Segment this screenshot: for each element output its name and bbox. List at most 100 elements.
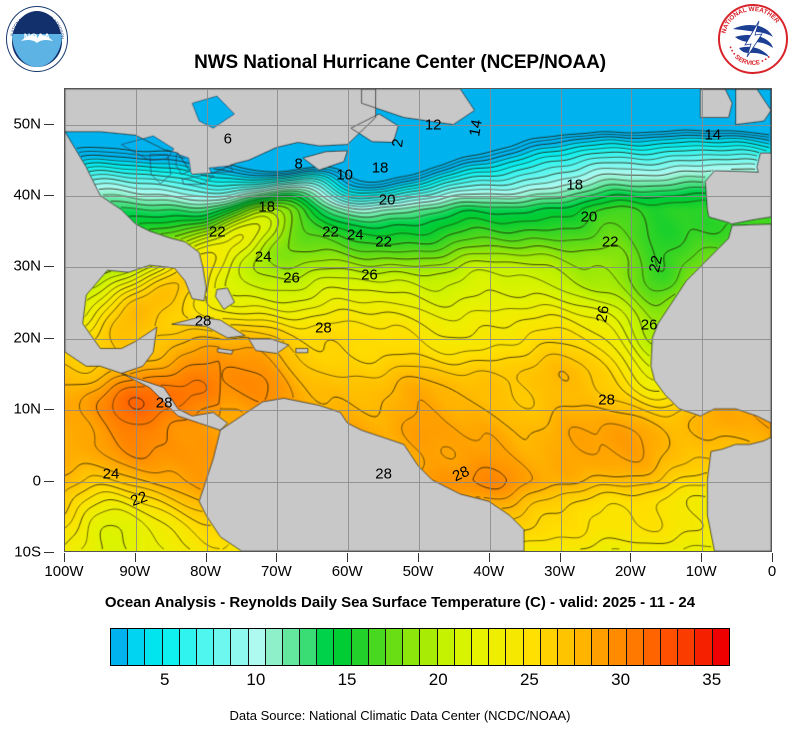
colorbar-segment xyxy=(643,629,661,665)
colorbar-segment xyxy=(162,629,180,665)
x-axis-label: 60W xyxy=(331,563,363,580)
colorbar-segment xyxy=(575,629,593,665)
contour-label: 28 xyxy=(315,319,332,337)
nws-ring-text: NATIONAL WEATHER • • • SERVICE • • • xyxy=(721,6,781,67)
contour-label: 8 xyxy=(294,155,303,173)
x-axis-tick xyxy=(559,553,561,562)
y-axis-label: 30N xyxy=(13,257,41,275)
x-axis-tick xyxy=(488,553,490,562)
contour-label: 22 xyxy=(646,253,667,274)
x-axis-tick xyxy=(347,553,349,562)
gridline-vertical xyxy=(560,89,562,551)
colorbar-segment xyxy=(317,629,335,665)
colorbar-segment xyxy=(334,629,352,665)
x-axis-label: 90W xyxy=(119,563,151,580)
colorbar-segment xyxy=(592,629,610,665)
contour-label: 24 xyxy=(346,226,364,244)
gridline-horizontal xyxy=(65,196,771,198)
contour-label: 28 xyxy=(598,391,615,409)
x-axis-tick xyxy=(205,553,207,562)
x-axis-tick xyxy=(276,553,278,562)
colorbar-segment xyxy=(403,629,421,665)
colorbar-segment xyxy=(351,629,369,665)
colorbar-tick-label: 5 xyxy=(159,670,170,689)
x-axis-label: 30W xyxy=(544,563,576,580)
y-axis: 50N 40N 30N 20N 10N 0 10S xyxy=(0,88,64,561)
colorbar-segment xyxy=(368,629,386,665)
noaa-ring-text: NATIONAL OCEANIC AND ATMOSPHERIC NOAA xyxy=(6,6,65,42)
gridline-horizontal xyxy=(65,410,771,412)
colorbar-segment xyxy=(214,629,232,665)
gridline-vertical xyxy=(348,89,350,551)
y-axis-tick xyxy=(44,337,54,339)
colorbar-tick-label: 30 xyxy=(611,670,631,689)
colorbar-tick-label: 10 xyxy=(246,670,266,689)
colorbar-segment xyxy=(523,629,541,665)
colorbar-segment xyxy=(437,629,455,665)
colorbar-segment xyxy=(661,629,679,665)
colorbar-segment xyxy=(265,629,283,665)
contour-label: 22 xyxy=(208,223,226,241)
colorbar-tick-label: 15 xyxy=(337,670,357,689)
x-axis-label: 40W xyxy=(473,563,505,580)
map-caption: Ocean Analysis - Reynolds Daily Sea Surf… xyxy=(104,594,696,611)
x-axis-label: 0 xyxy=(767,563,777,580)
svg-text:NOAA: NOAA xyxy=(24,32,51,42)
contour-label: 18 xyxy=(258,198,276,216)
nws-globe-icon xyxy=(730,16,776,62)
colorbar-tick-label: 25 xyxy=(519,670,539,689)
x-axis-label: 50W xyxy=(402,563,434,580)
sst-map: 6 8 10 12 14 14 2 18 18 18 20 20 22 22 22 22 22 24 24 26 26 2… xyxy=(64,88,772,552)
y-axis-tick xyxy=(44,552,54,553)
gridline-horizontal xyxy=(65,124,771,126)
y-axis-label: 10S xyxy=(14,543,41,561)
colorbar-segment xyxy=(454,629,472,665)
colorbar-segment xyxy=(506,629,524,665)
contour-label: 2 xyxy=(388,137,407,148)
gridline-vertical xyxy=(631,89,633,551)
y-axis-label: 10N xyxy=(13,400,41,418)
noaa-logo: NATIONAL OCEANIC AND ATMOSPHERIC NOAA xyxy=(6,6,68,72)
contour-label: 28 xyxy=(375,465,392,483)
y-axis-tick xyxy=(44,480,54,482)
x-axis-label: 10W xyxy=(685,563,717,580)
y-axis-tick xyxy=(44,195,54,197)
y-axis-tick xyxy=(44,123,54,125)
contour-label: 22 xyxy=(375,233,392,251)
svg-text:NATIONAL WEATHER: NATIONAL WEATHER xyxy=(721,6,781,34)
colorbar-segment xyxy=(557,629,576,665)
contour-label: 14 xyxy=(704,126,722,144)
colorbar-segment xyxy=(231,629,249,665)
nws-logo: NATIONAL WEATHER • • • SERVICE • • • xyxy=(718,4,788,74)
contour-label: 12 xyxy=(424,116,442,134)
contour-label: 26 xyxy=(593,304,613,324)
colorbar-tick-label: 20 xyxy=(428,670,448,689)
x-axis-tick xyxy=(134,553,136,562)
x-axis-tick xyxy=(630,553,632,562)
gridline-horizontal xyxy=(65,481,771,483)
colorbar-segment xyxy=(626,629,644,665)
contour-label: 22 xyxy=(601,233,619,251)
colorbar-segment xyxy=(609,629,627,665)
colorbar-segment xyxy=(300,629,318,665)
contour-label: 6 xyxy=(223,130,232,148)
gridline-vertical xyxy=(206,89,208,551)
colorbar-segment xyxy=(386,629,404,665)
y-axis-label: 20N xyxy=(13,329,41,347)
contour-label: 20 xyxy=(378,191,396,209)
contour-label: 14 xyxy=(465,118,486,138)
colorbar-segment xyxy=(695,629,713,665)
x-axis-tick xyxy=(772,553,773,562)
x-axis-tick xyxy=(701,553,703,562)
colorbar-segment xyxy=(145,629,163,665)
x-axis-label: 20W xyxy=(614,563,646,580)
contour-label: 26 xyxy=(361,266,378,284)
contour-label: 20 xyxy=(580,208,598,226)
colorbar-segment xyxy=(128,629,146,665)
contour-label: 24 xyxy=(254,248,272,266)
x-axis: 100W 90W 80W 70W 60W 50W 40W 30W 20W 10W 0 xyxy=(44,553,776,587)
colorbar-segment xyxy=(678,629,696,665)
contour-label: 26 xyxy=(283,269,300,287)
colorbar xyxy=(110,628,730,666)
contour-label: 22 xyxy=(322,223,339,241)
